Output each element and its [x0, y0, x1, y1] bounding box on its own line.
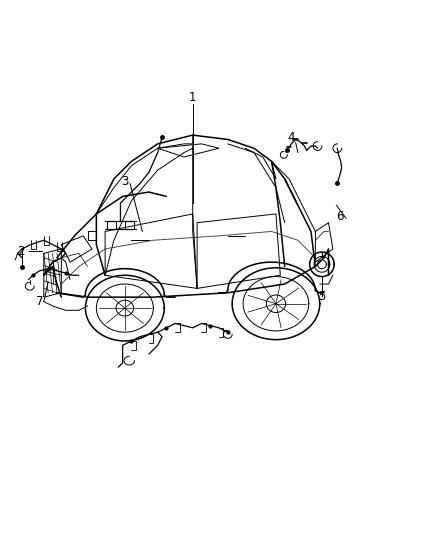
- Text: 1: 1: [189, 91, 197, 104]
- Text: 3: 3: [121, 175, 128, 188]
- Text: 2: 2: [17, 245, 25, 257]
- Text: 4: 4: [287, 131, 295, 144]
- Text: 5: 5: [318, 290, 325, 303]
- Text: 6: 6: [336, 209, 343, 223]
- Text: 7: 7: [35, 295, 43, 308]
